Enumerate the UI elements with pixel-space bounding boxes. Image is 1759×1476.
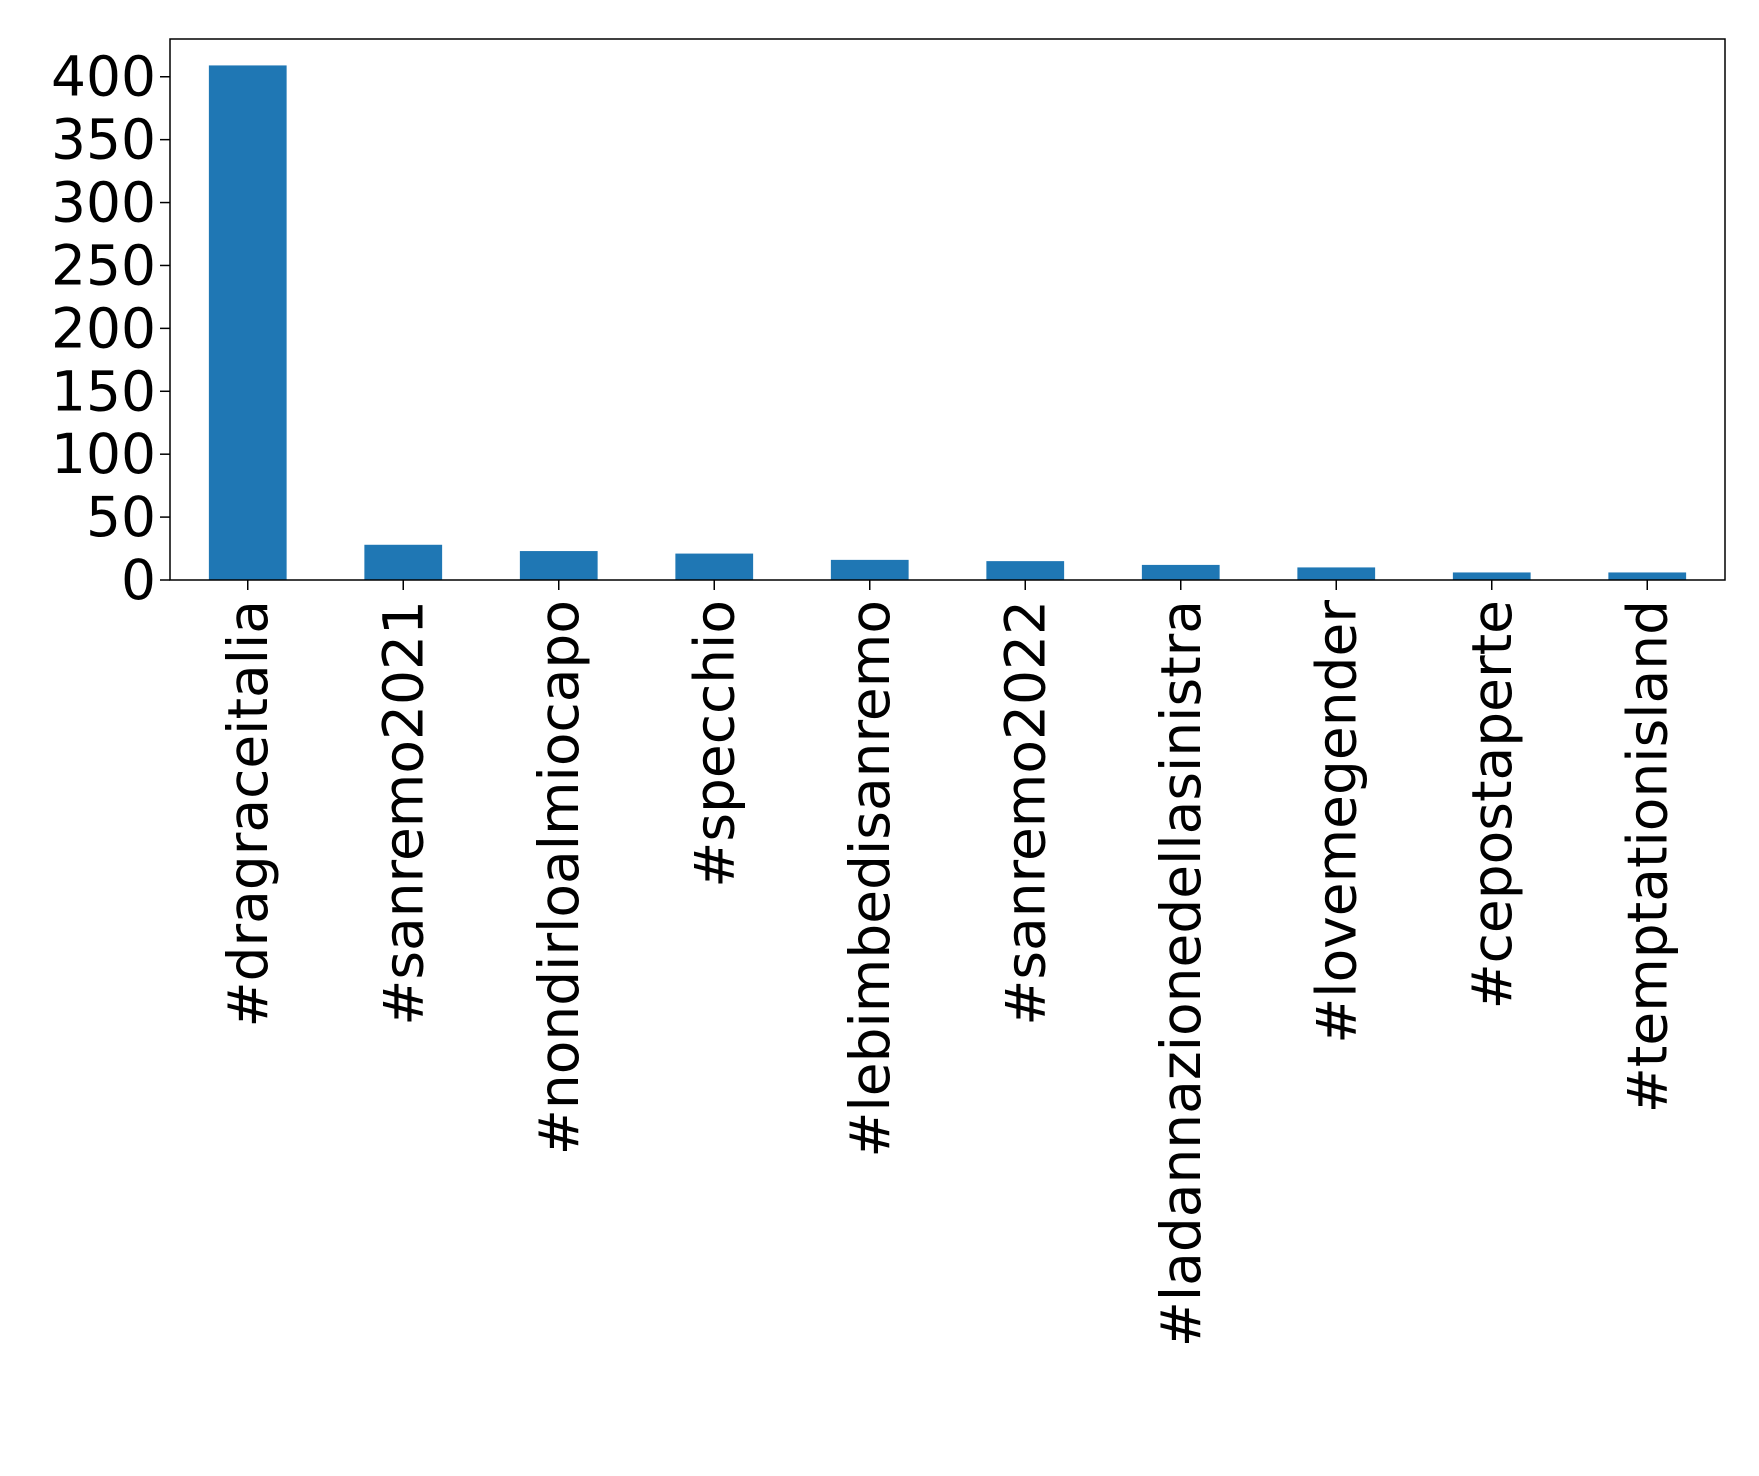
bar — [986, 561, 1065, 580]
y-tick-label: 100 — [51, 422, 156, 486]
y-tick-label: 150 — [51, 359, 156, 423]
y-tick-label: 350 — [51, 108, 156, 172]
bar — [208, 65, 287, 581]
x-axis: #dragraceitalia #sanremo2021 #nondirloalmi… — [216, 580, 1679, 1347]
bar — [1452, 572, 1531, 580]
x-tick-label: #nondirloalmiocapo — [527, 600, 591, 1155]
plot-frame — [169, 38, 1726, 581]
bar — [675, 553, 754, 580]
y-tick-label: 400 — [51, 45, 156, 109]
x-tick-label: #specchio — [682, 600, 746, 888]
x-tick-label: #sanremo2022 — [993, 600, 1057, 1026]
x-tick-label: #lovemegender — [1304, 600, 1368, 1044]
y-tick-label: 50 — [86, 485, 156, 549]
bars-layer — [208, 65, 1687, 581]
x-tick-label: #sanremo2021 — [371, 600, 435, 1026]
bar — [364, 544, 443, 580]
y-tick-label: 300 — [51, 171, 156, 235]
x-tick-label: #dragraceitalia — [216, 600, 280, 1027]
x-tick-label: #temptationisland — [1615, 600, 1679, 1113]
bar — [519, 551, 598, 580]
x-tick-label: #ladannazionedellasinistra — [1149, 600, 1213, 1347]
y-tick-label: 0 — [121, 548, 156, 612]
x-tick-label: #cepostaperte — [1460, 600, 1524, 1009]
bar — [1608, 572, 1687, 580]
bar — [1141, 564, 1220, 580]
bar — [830, 559, 909, 580]
x-tick-label: #lebimbedisanremo — [838, 600, 902, 1158]
bar — [1297, 567, 1376, 580]
y-tick-label: 250 — [51, 233, 156, 297]
y-tick-label: 200 — [51, 296, 156, 360]
